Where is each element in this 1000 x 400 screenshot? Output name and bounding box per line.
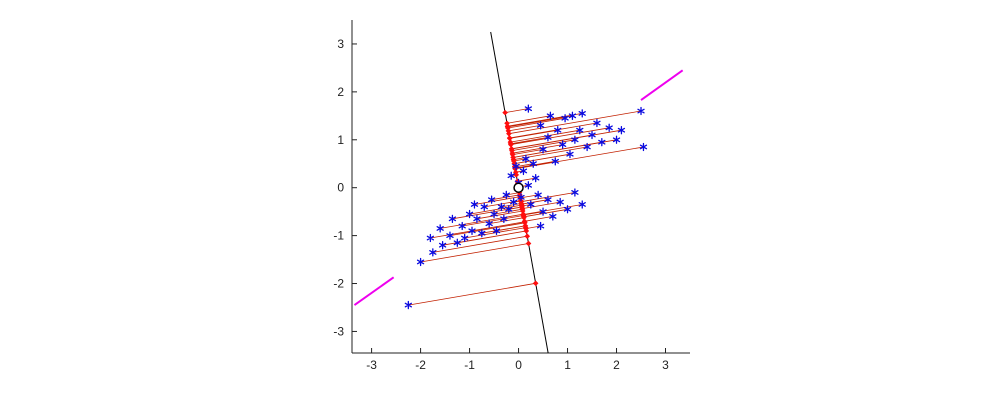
data-points: [404, 104, 648, 310]
principal-axis: [353, 69, 684, 306]
x-tick-label: 3: [662, 358, 669, 372]
y-tick-label: 0: [337, 181, 344, 195]
y-tick-label: -1: [333, 229, 344, 243]
projection-connector-lines: [408, 108, 644, 306]
x-tick-label: -2: [415, 358, 426, 372]
origin-marker: [513, 182, 524, 193]
x-tick-label: 2: [613, 358, 620, 372]
principal-axis-segment: [640, 69, 684, 101]
y-tick-label: -3: [333, 324, 344, 338]
x-tick-label: 1: [564, 358, 571, 372]
axes: -3 -2 -1 0 1 2 3 -3 -2 -1 0 1 2 3: [333, 20, 690, 372]
y-tick-label: 1: [337, 133, 344, 147]
principal-axis-segment: [353, 276, 395, 306]
projection-lines: [408, 108, 644, 306]
observation-markers: [404, 104, 648, 310]
x-tick-label: -3: [366, 358, 377, 372]
y-tick-label: 2: [337, 85, 344, 99]
y-tick-label: -2: [333, 277, 344, 291]
x-tick-label: -1: [464, 358, 475, 372]
y-tick-label: 3: [337, 37, 344, 51]
x-tick-label: 0: [515, 358, 522, 372]
